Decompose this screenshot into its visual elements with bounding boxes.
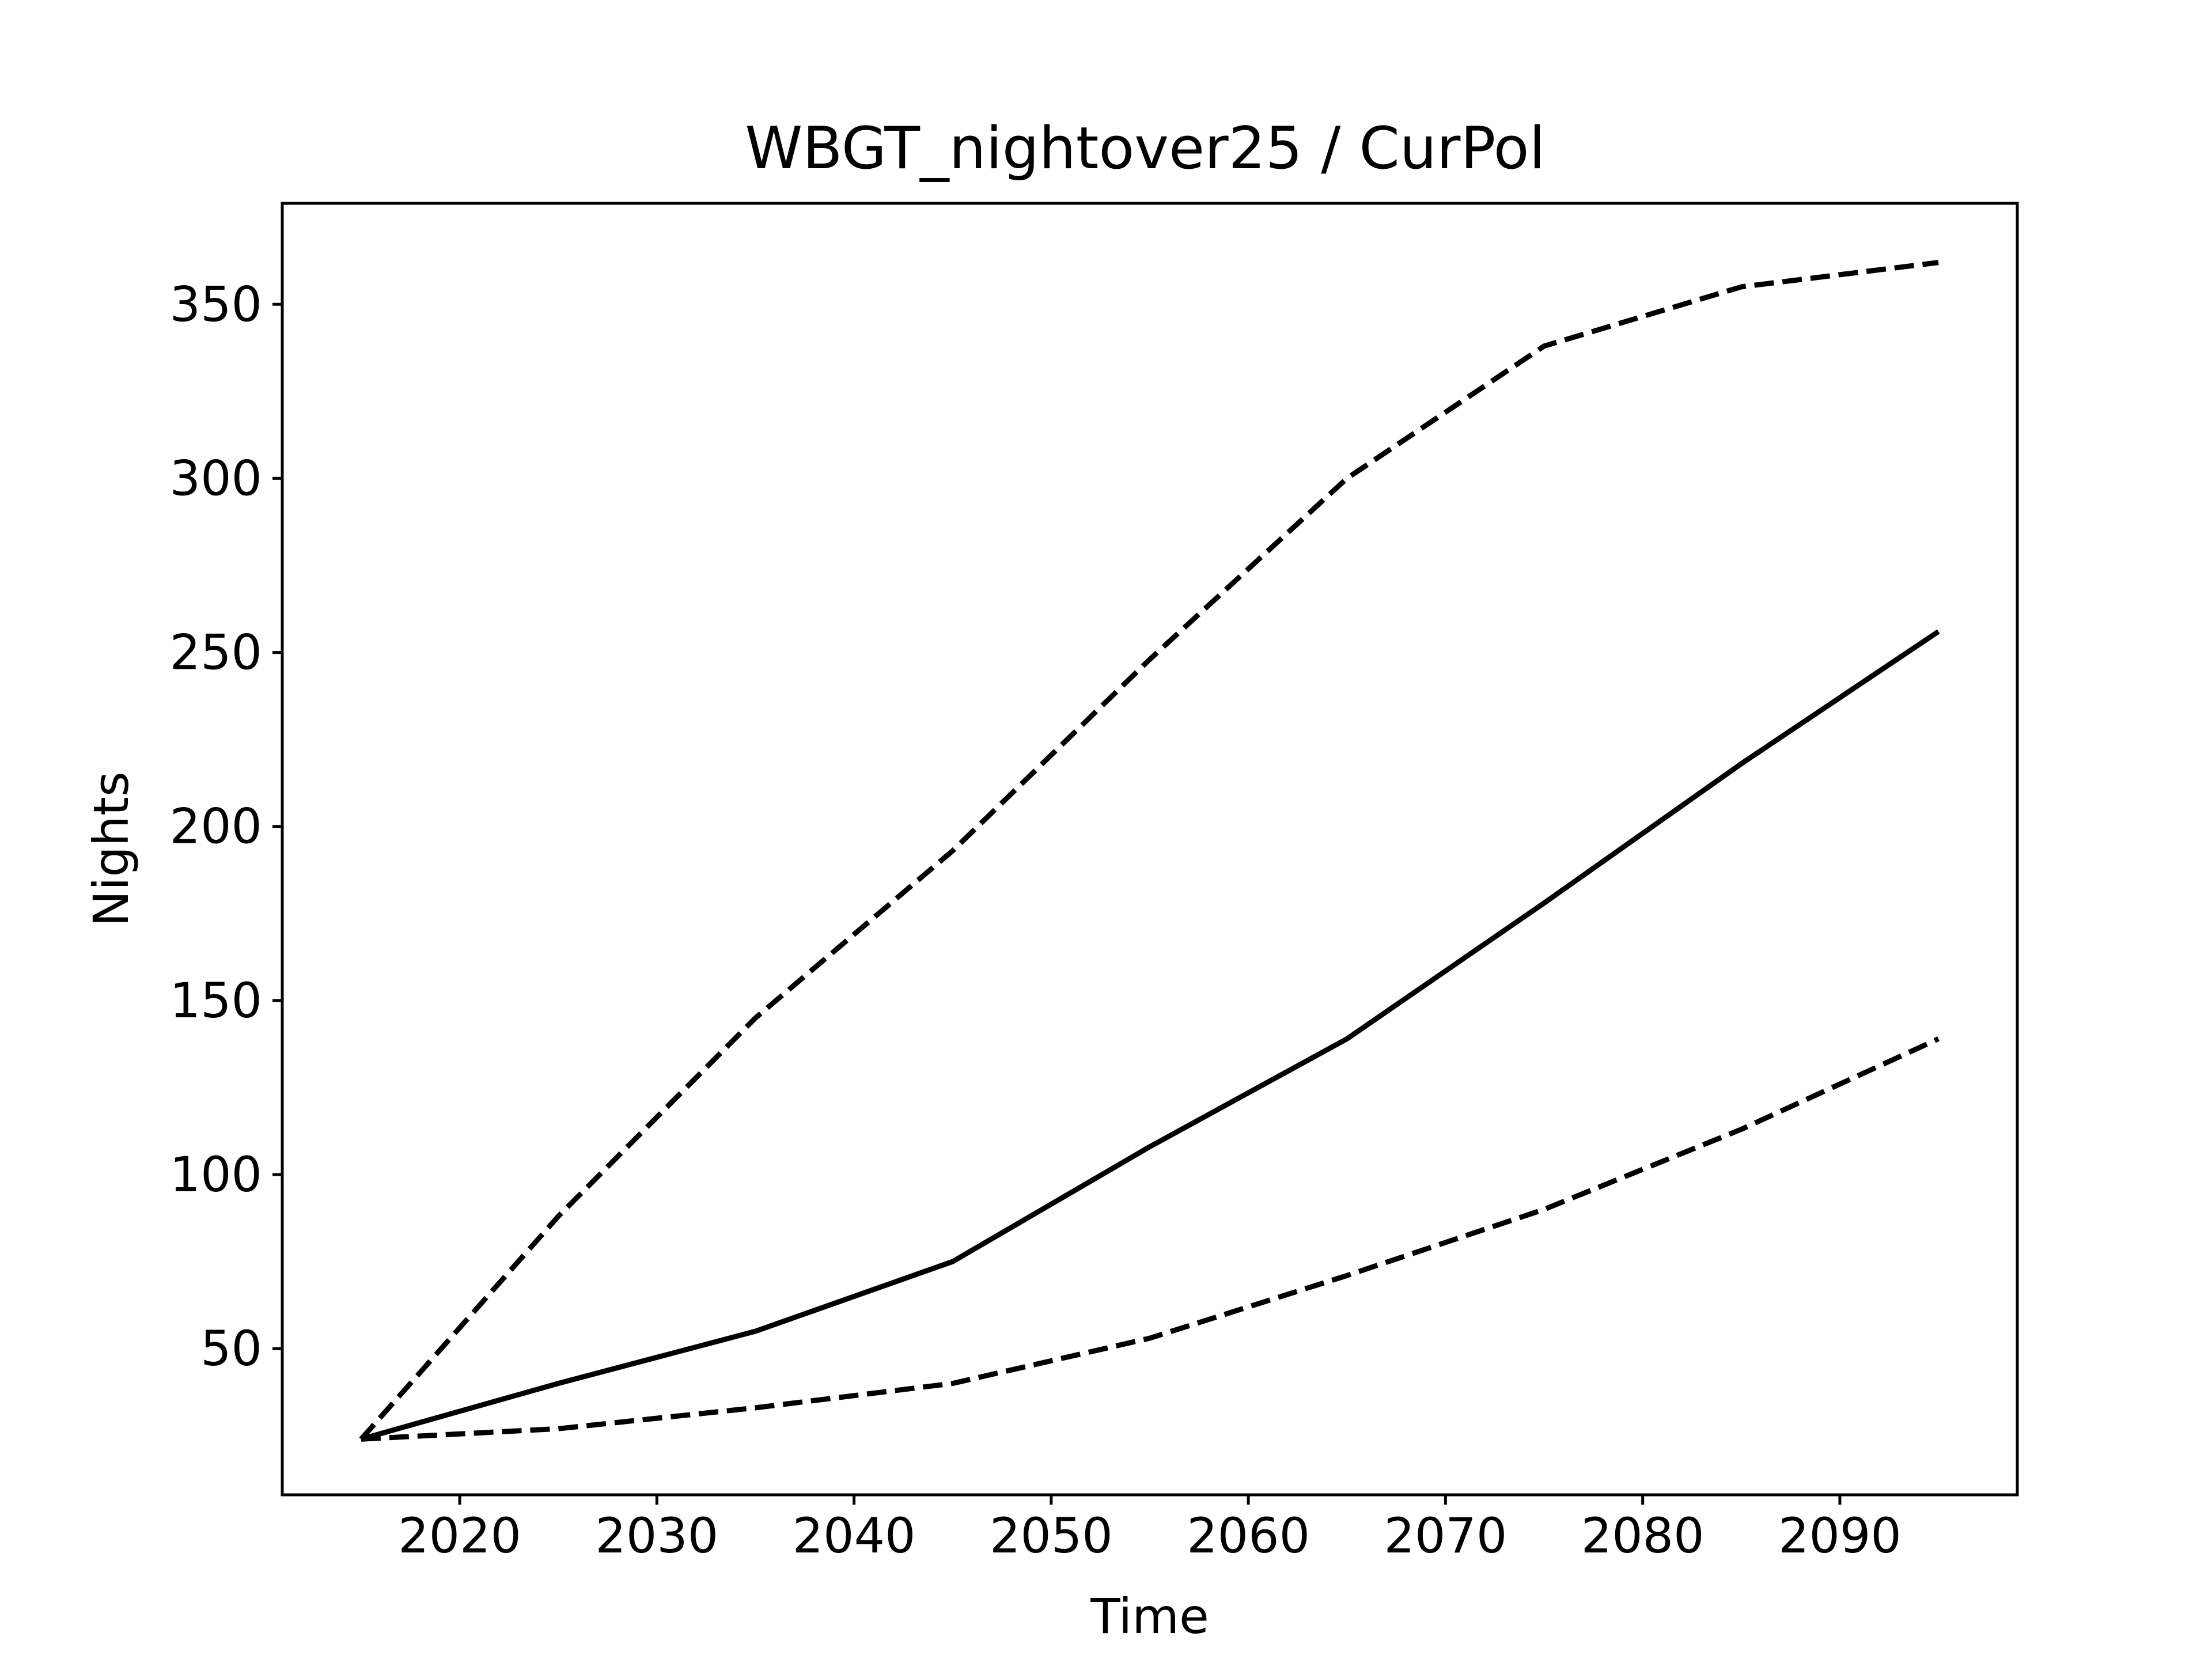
- y-tick-label: 250: [170, 624, 262, 681]
- x-tick-label: 2080: [1581, 1508, 1705, 1564]
- series-line-2: [360, 629, 1940, 1442]
- x-tick-label: 2090: [1778, 1508, 1902, 1564]
- y-tick-label: 100: [170, 1146, 262, 1203]
- x-axis: 2020 2030 2040 2050 2060 2070 2080 2090: [398, 1495, 1902, 1564]
- x-tick-label: 2060: [1187, 1508, 1310, 1564]
- x-tick-label: 2070: [1384, 1508, 1508, 1564]
- y-tick-label: 200: [170, 798, 262, 855]
- series-line-3: [361, 1036, 1940, 1442]
- x-tick-label: 2030: [595, 1508, 718, 1564]
- y-tick-label: 50: [200, 1320, 262, 1377]
- y-axis-label: Nights: [83, 771, 139, 926]
- chart-title: WBGT_nightover25 / CurPol: [745, 114, 1545, 182]
- series-group: [359, 260, 1940, 1442]
- y-tick-label: 150: [170, 972, 262, 1029]
- x-tick-label: 2050: [990, 1508, 1113, 1564]
- y-axis: 50 100 150 200 250 300 350: [170, 276, 282, 1377]
- series-line-1: [359, 260, 1939, 1441]
- y-tick-label: 350: [170, 276, 262, 332]
- plot-frame: [281, 202, 2019, 1497]
- x-tick-label: 2040: [793, 1508, 916, 1564]
- x-axis-label: Time: [1090, 1588, 1209, 1645]
- y-tick-label: 300: [170, 450, 262, 506]
- x-tick-label: 2020: [398, 1508, 521, 1564]
